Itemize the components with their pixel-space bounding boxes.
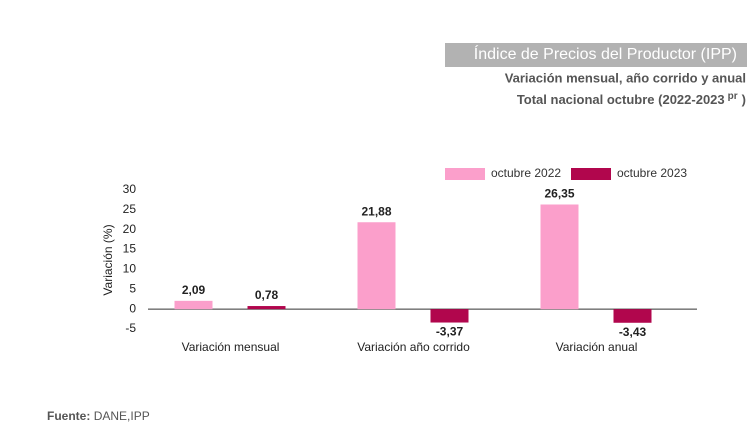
x-tick-label: Variación año corrido: [357, 340, 470, 354]
value-label: 26,35: [544, 187, 574, 201]
bar: [357, 222, 396, 310]
bar: [247, 306, 286, 310]
value-label: 2,09: [182, 283, 206, 297]
value-label: 0,78: [255, 288, 279, 302]
bar: [613, 309, 652, 323]
subtitle-text: Total nacional octubre (2022-2023: [517, 92, 725, 107]
source-text: DANE,IPP: [94, 409, 150, 423]
x-tick-label: Variación mensual: [182, 340, 280, 354]
subtitle-sup: pr: [728, 91, 738, 102]
y-tick-label: 20: [123, 222, 137, 236]
x-tick-label: Variación anual: [556, 340, 638, 354]
y-tick-label: 5: [129, 281, 136, 295]
bar: [174, 300, 213, 310]
chart-title: Índice de Precios del Productor (IPP): [474, 44, 737, 63]
y-tick-label: 10: [123, 262, 137, 276]
y-tick-label: 15: [123, 242, 137, 256]
bar: [430, 309, 469, 323]
y-tick-label: 30: [123, 182, 137, 196]
chart-subtitle: Variación mensual, año corrido y anual: [505, 70, 746, 85]
subtitle-end: ): [742, 92, 746, 107]
y-tick-label: -5: [125, 321, 136, 335]
value-label: -3,37: [436, 325, 464, 339]
source: Fuente: DANE,IPP: [47, 409, 150, 423]
y-axis-label: Variación (%): [101, 224, 115, 295]
legend-swatch: [445, 168, 485, 180]
y-tick-label: 25: [123, 202, 137, 216]
source-label: Fuente:: [47, 409, 90, 423]
legend-swatch: [571, 168, 611, 180]
legend-label: octubre 2023: [617, 166, 687, 180]
title-box: [445, 43, 747, 67]
value-label: -3,43: [619, 325, 647, 339]
value-label: 21,88: [361, 204, 391, 218]
bar: [540, 204, 579, 310]
legend-label: octubre 2022: [491, 166, 561, 180]
chart-subtitle-2: Total nacional octubre (2022-2023 pr): [517, 91, 746, 108]
y-tick-label: 0: [129, 301, 136, 315]
